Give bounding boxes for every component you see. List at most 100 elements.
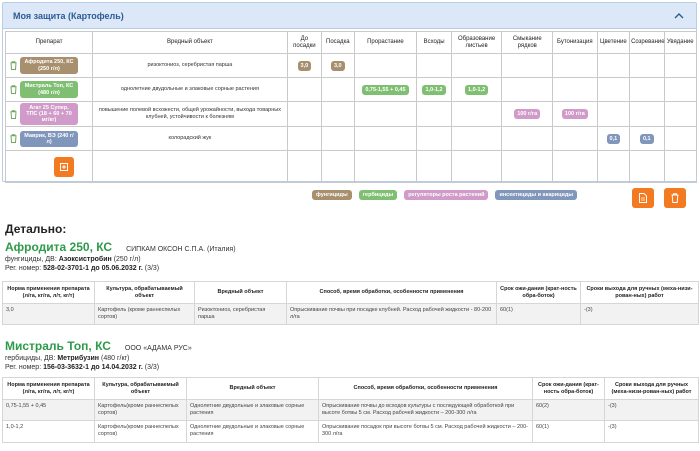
product-badge[interactable]: Мистраль Топ, КС (480 г/л)	[20, 81, 78, 98]
active-substance: Азоксистробин	[58, 256, 112, 263]
table-cell: -(3)	[604, 420, 699, 443]
registration-line: Рег. номер: 156-03-3632-1 до 14.04.2032 …	[5, 364, 160, 371]
table-row: 0,75-1,55 + 0,45 Картофель(кроме раннеспе…	[2, 398, 699, 422]
dose-pill[interactable]: 3,0	[330, 60, 345, 71]
plan-row: Афродита 250, КС (250 г/л) ризоктониоз, с…	[4, 53, 698, 78]
dose-pill[interactable]: 1,0-1,2	[465, 84, 489, 95]
export-pdf-button[interactable]	[632, 188, 654, 208]
product-name[interactable]: Афродита 250, КС	[5, 240, 113, 254]
dose-pill[interactable]: 1,0-1,2	[422, 84, 446, 95]
product-type-line: гербициды, ДВ: Метрибузин (480 г/кг)	[5, 355, 130, 362]
table-cell: Однолетние двудольные и злаковые сорные …	[186, 398, 319, 422]
table-cell: Картофель(кроме раннеспелых сортов)	[94, 398, 187, 422]
dose-pill[interactable]: 100 г/га	[561, 109, 588, 120]
table-row: 1,0-1,2 Картофель(кроме раннеспелых сорто…	[2, 420, 699, 443]
table-row: 3,0 Картофель (кроме раннеспелых сортов) Р…	[2, 302, 699, 326]
table-cell: Однолетние двудольные и злаковые сорные …	[186, 420, 319, 443]
details-header-cell: Срок ожи-дания (крат-ность обра-боток)	[532, 377, 605, 400]
table-cell: Ризоктониоз, серебристая парша	[194, 302, 287, 326]
details-header-cell: Вредный объект	[194, 281, 287, 304]
plan-row: Маврик, ВЭ (240 г/л) колорадский жук 0,1 0,…	[4, 126, 698, 152]
plan-header-cell: Препарат	[4, 31, 94, 54]
dose-pill[interactable]: 0,75-1,55 + 0,45	[362, 84, 409, 95]
plan-header-cell: Смыкание рядков	[501, 31, 554, 54]
legend-item: инсектициды и акарициды	[495, 190, 578, 200]
details-header-cell: Способ, время обработки, особенности при…	[286, 281, 497, 304]
details-header-cell: Вредный объект	[186, 377, 319, 400]
plan-row: Мистраль Топ, КС (480 г/л) однолетние дву…	[4, 77, 698, 102]
trash-icon	[671, 193, 679, 203]
plan-header-cell: Образование листьев	[450, 31, 503, 54]
product-badge[interactable]: Афродита 250, КС (250 г/л)	[20, 57, 78, 74]
product-details-table: Норма применения препарата (л/га, кг/га,…	[2, 377, 699, 443]
details-header-cell: Сроки выхода для ручных (меха-низи-рован…	[580, 281, 699, 304]
plan-header-cell: Вредный объект	[92, 31, 288, 54]
product-company: СИПКАМ ОКСОН С.П.А. (Италия)	[126, 246, 236, 253]
harmful-object: ризоктониоз, серебристая парша	[92, 53, 288, 78]
trash-icon[interactable]	[10, 134, 17, 144]
document-icon	[639, 193, 647, 203]
details-header-cell: Норма применения препарата (л/га, кг/га,…	[2, 281, 95, 304]
registration-line: Рег. номер: 528-02-3701-1 до 05.06.2032 …	[5, 265, 160, 272]
product-type-line: фунгициды, ДВ: Азоксистробин (250 г/л)	[5, 256, 141, 263]
registration-number: 156-03-3632-1 до 14.04.2032 г.	[43, 364, 143, 371]
table-cell: Опрыскивание посадок при высоте ботвы 5 …	[318, 420, 533, 443]
legend: фунгициды гербициды регуляторы роста расте…	[312, 190, 578, 200]
active-substance: Метрибузин	[57, 355, 100, 362]
dose-pill[interactable]: 3,0	[297, 60, 312, 71]
plan-header-row: Препарат Вредный объект До посадки Посад…	[4, 31, 698, 54]
details-header-cell: Способ, время обработки, особенности при…	[318, 377, 533, 400]
table-cell: 60(2)	[532, 398, 605, 422]
add-row	[4, 150, 698, 184]
product-company: ООО «АДАМА РУС»	[124, 345, 192, 352]
dose-pill[interactable]: 100 г/га	[514, 109, 541, 120]
table-cell: -(3)	[580, 302, 699, 326]
protection-plan-panel: Моя защита (Картофель) Препарат Вредный …	[2, 2, 698, 184]
plan-header-cell: Всходы	[416, 31, 452, 54]
table-cell: -(3)	[604, 398, 699, 422]
plan-header-cell: Цветение	[596, 31, 631, 54]
trash-icon[interactable]	[10, 109, 17, 119]
table-cell: 60(1)	[532, 420, 605, 443]
plan-header-cell: Посадка	[321, 31, 355, 54]
harmful-object: повышение полевой всхожести, общей урожа…	[92, 100, 288, 128]
details-header-cell: Норма применения препарата (л/га, кг/га,…	[2, 377, 95, 400]
dose-pill[interactable]: 0,1	[639, 133, 654, 144]
panel-header[interactable]: Моя защита (Картофель)	[3, 3, 696, 29]
plan-header-cell: До посадки	[286, 31, 323, 54]
plan-row: Агат 25 Супер, ТПС (18 + 60 + 70 мг/кг) п…	[4, 100, 698, 128]
chevron-up-icon[interactable]	[672, 9, 686, 23]
add-product-button[interactable]	[54, 156, 75, 177]
registration-number: 528-02-3701-1 до 05.06.2032 г.	[43, 265, 143, 272]
details-header-row: Норма применения препарата (л/га, кг/га,…	[2, 377, 699, 400]
details-heading: Детально:	[5, 222, 67, 236]
product-badge[interactable]: Агат 25 Супер, ТПС (18 + 60 + 70 мг/кг)	[20, 103, 78, 126]
plan-header-cell: Созревание	[629, 31, 665, 54]
details-header-cell: Сроки выхода для ручных (меха-низи-рован…	[604, 377, 699, 400]
plan-table: Препарат Вредный объект До посадки Посад…	[4, 31, 698, 184]
legend-item: фунгициды	[312, 190, 352, 200]
plan-header-cell: Прорастание	[353, 31, 418, 54]
table-cell: Картофель(кроме раннеспелых сортов)	[94, 420, 187, 443]
table-cell: 1,0-1,2	[2, 420, 95, 443]
product-info: Афродита 250, КС СИПКАМ ОКСОН С.П.А. (Ит…	[5, 240, 697, 272]
dose-pill[interactable]: 0,1	[606, 133, 621, 144]
legend-item: регуляторы роста растений	[404, 190, 489, 200]
product-badge[interactable]: Маврик, ВЭ (240 г/л)	[20, 130, 78, 147]
plan-header-cell: Бутонизация	[552, 31, 598, 54]
details-header-row: Норма применения препарата (л/га, кг/га,…	[2, 281, 699, 304]
details-header-cell: Культура, обрабатываемый объект	[94, 377, 187, 400]
trash-icon[interactable]	[10, 61, 17, 70]
trash-icon[interactable]	[10, 85, 17, 94]
table-cell: Опрыскивание почвы до всходов культуры с…	[318, 398, 533, 422]
delete-plan-button[interactable]	[664, 188, 686, 208]
panel-title: Моя защита (Картофель)	[13, 10, 124, 21]
table-cell: Опрыскивание почвы при посадке клубней. …	[286, 302, 497, 326]
product-details-table: Норма применения препарата (л/га, кг/га,…	[2, 281, 699, 326]
harmful-object: однолетние двудольные и злаковые сорные …	[92, 77, 288, 102]
plan-header-cell: Увядание	[663, 31, 698, 54]
legend-item: гербициды	[358, 190, 398, 200]
table-cell: Картофель (кроме раннеспелых сортов)	[94, 302, 195, 326]
table-cell: 60(1)	[496, 302, 581, 326]
product-name[interactable]: Мистраль Топ, КС	[5, 339, 111, 353]
